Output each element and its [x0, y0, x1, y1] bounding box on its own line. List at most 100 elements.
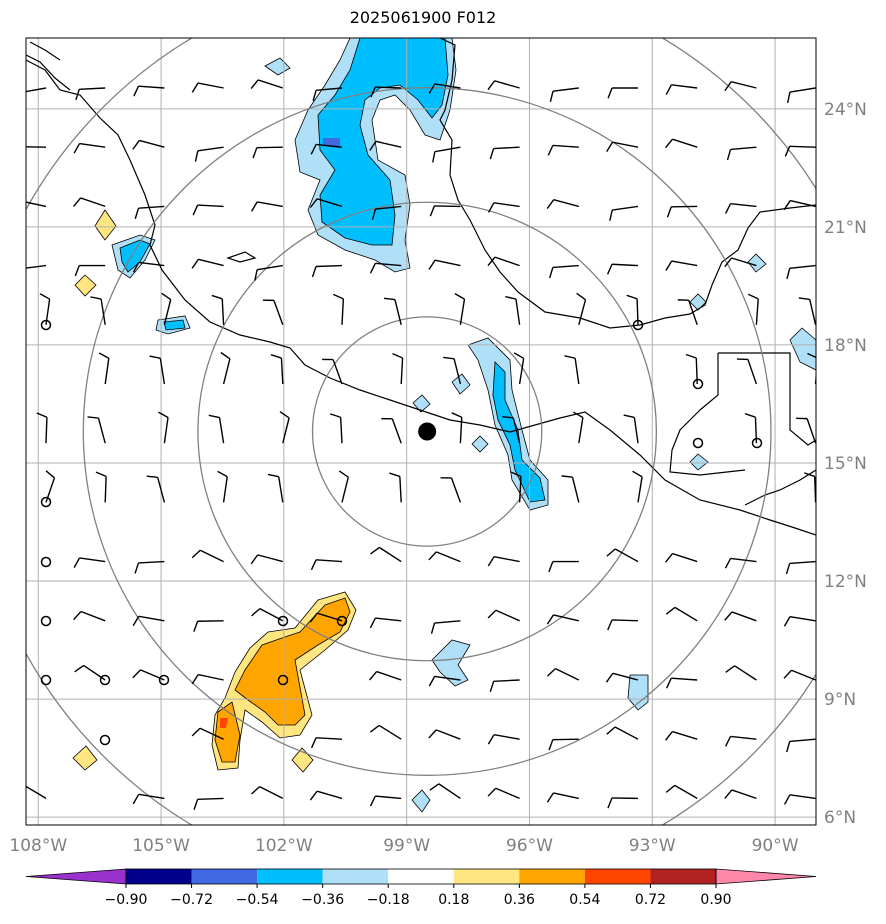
- wind-barb: [607, 87, 638, 99]
- wind-barb: [548, 560, 579, 573]
- wind-barb: [606, 263, 639, 275]
- wind-barb: [371, 205, 402, 220]
- calm-marker: [692, 378, 704, 390]
- wind-barb: [369, 262, 402, 274]
- wind-barb: [158, 411, 169, 444]
- baja-coastline: [26, 41, 71, 91]
- orange-region-south-tail: [214, 701, 241, 763]
- wind-barb: [677, 299, 698, 326]
- wind-barb: [333, 293, 345, 325]
- blue-region-east-core: [492, 361, 546, 503]
- wind-barb: [311, 264, 343, 278]
- wind-barb: [267, 473, 284, 503]
- lat-tick-label: 6°N: [824, 808, 856, 828]
- wind-barb: [607, 797, 639, 809]
- wind-barb: [370, 546, 402, 563]
- wind-barb: [192, 204, 224, 216]
- blue-region-small-6: [627, 674, 649, 711]
- colorbar-tick-label: 0.36: [504, 892, 535, 908]
- wind-barb: [75, 87, 106, 101]
- range-ring: [82, 87, 772, 776]
- wind-barb: [90, 296, 106, 325]
- wind-barb: [487, 80, 520, 91]
- wind-barb: [220, 351, 231, 385]
- colorbar-bin: [388, 869, 454, 884]
- wind-barb: [443, 356, 462, 385]
- colorbar-bin: [126, 869, 192, 884]
- wind-barb: [546, 198, 579, 210]
- wind-barb: [784, 145, 816, 157]
- wind-barb: [665, 730, 698, 741]
- colorbar-tick-label: −0.18: [367, 892, 410, 908]
- wind-barb: [191, 82, 224, 93]
- shaded-field-negative: [111, 38, 816, 813]
- central-america-border: [744, 469, 816, 506]
- wind-barb: [428, 259, 461, 270]
- wind-barb: [26, 201, 47, 208]
- wind-barb: [724, 557, 757, 569]
- wind-barb: [26, 264, 47, 269]
- wind-barb: [783, 616, 816, 627]
- wind-barb: [783, 669, 816, 681]
- colorbar-outline: [125, 868, 717, 885]
- wind-barb: [786, 738, 816, 753]
- colorbar-tick-label: −0.54: [236, 892, 279, 908]
- wind-barb: [370, 86, 402, 98]
- wind-barb: [309, 198, 343, 208]
- wind-barb: [329, 413, 343, 444]
- wind-barb: [98, 352, 110, 385]
- colorbar-bin: [519, 869, 585, 884]
- calm-marker: [40, 674, 52, 686]
- guatemala-border: [669, 352, 816, 476]
- calm-marker: [99, 674, 111, 686]
- wind-barb: [724, 789, 757, 800]
- wind-barb: [487, 609, 520, 622]
- wind-barb: [665, 606, 698, 622]
- wind-barb: [132, 139, 165, 150]
- lat-tick-label: 24°N: [824, 100, 867, 120]
- wind-barb: [505, 295, 521, 325]
- wind-barb: [665, 552, 698, 563]
- wind-barb: [262, 299, 284, 326]
- lat-tick-label: 12°N: [824, 572, 867, 592]
- gulf-coastline: [439, 38, 816, 329]
- colorbar-tick-label: −0.72: [170, 892, 213, 908]
- colorbar-tick-label: 0.54: [569, 892, 600, 908]
- wind-barb: [454, 293, 466, 325]
- wind-barb: [250, 554, 283, 565]
- wind-barb: [796, 417, 816, 444]
- range-ring: [311, 316, 543, 547]
- wind-barb: [208, 414, 225, 444]
- map-title: 2025061900 F012: [349, 8, 497, 27]
- wind-barb: [428, 675, 461, 687]
- wind-barb: [572, 411, 584, 444]
- calm-marker: [692, 437, 704, 449]
- wind-barb: [440, 477, 462, 503]
- wind-barb: [606, 726, 639, 740]
- wind-barb: [161, 292, 172, 325]
- wind-barb: [312, 87, 343, 102]
- wind-barb: [725, 665, 757, 681]
- blue-region-south: [431, 639, 471, 687]
- map-frame: [25, 37, 817, 826]
- wind-barb: [389, 472, 402, 503]
- calm-marker: [40, 615, 52, 627]
- lat-tick-label: 9°N: [824, 690, 856, 710]
- graticule: [26, 38, 816, 825]
- wind-barb: [146, 475, 166, 503]
- wind-barb: [149, 355, 166, 385]
- colorbar-extend-high: [715, 868, 817, 885]
- wind-barb: [36, 412, 48, 444]
- colorbar: −0.90 −0.72 −0.54 −0.36 −0.18 0.18 0.36 0.54 0.7…: [25, 868, 817, 908]
- calm-marker: [40, 556, 52, 568]
- wind-barb: [666, 677, 698, 689]
- wind-barb: [26, 146, 47, 148]
- wind-barb: [254, 264, 283, 281]
- wind-barb: [211, 294, 225, 325]
- wind-barb: [95, 471, 107, 503]
- wind-barb: [252, 146, 283, 159]
- lon-tick-label: 102°W: [255, 836, 313, 856]
- wind-barb: [451, 412, 463, 444]
- wind-barb: [279, 411, 290, 444]
- wind-barb: [489, 146, 520, 160]
